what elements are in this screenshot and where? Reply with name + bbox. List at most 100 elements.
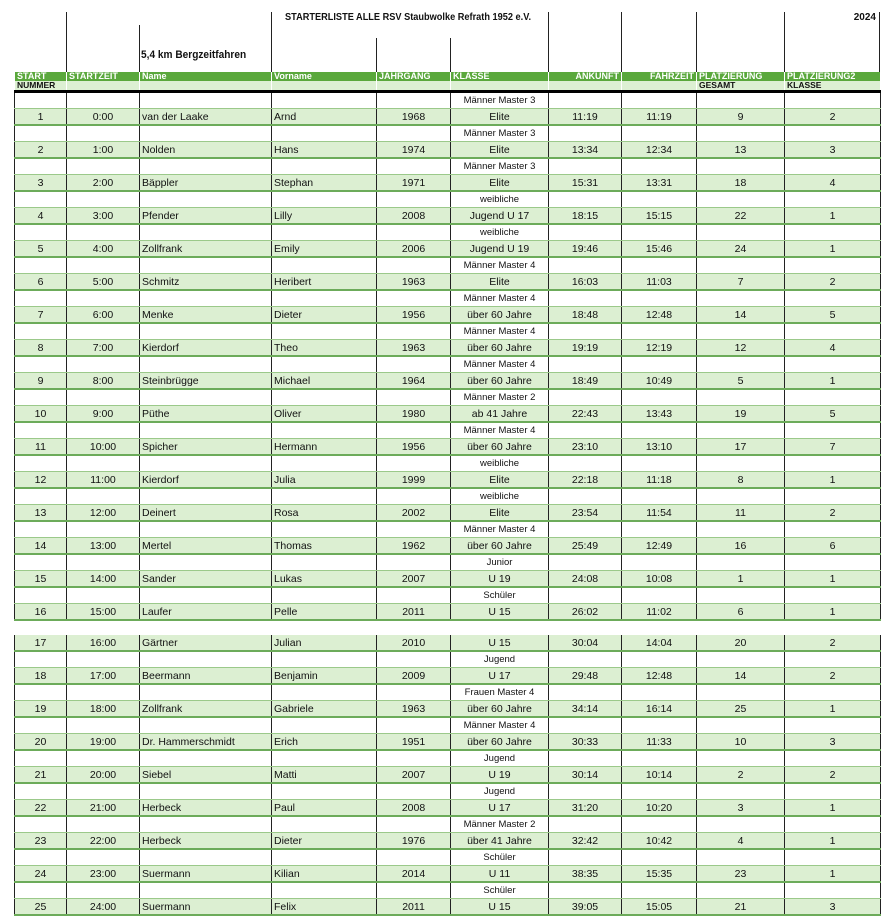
empty-cell [271, 290, 377, 307]
ride-time: 11:19 [621, 108, 697, 126]
class: U 19 [450, 766, 549, 784]
ride-time: 13:43 [621, 405, 697, 423]
column-header: Vorname [271, 72, 377, 81]
empty-cell [784, 389, 881, 406]
empty-cell [66, 125, 140, 142]
empty-cell [548, 521, 622, 538]
empty-cell [784, 158, 881, 175]
empty-cell [376, 191, 451, 208]
empty-cell [784, 455, 881, 472]
rider-row: 13 12:00 Deinert Rosa 2002 Elite 23:54 11:54 11 2 [14, 504, 881, 522]
class-group: Männer Master 2 [450, 389, 549, 406]
ride-time: 13:10 [621, 438, 697, 456]
empty-cell [376, 750, 451, 767]
rank-overall: 14 [696, 667, 785, 685]
class-row: weibliche [14, 224, 881, 241]
rank-overall: 20 [696, 635, 785, 652]
birth-year: 1999 [376, 471, 451, 489]
rider-row: 14 13:00 Mertel Thomas 1962 über 60 Jahre 25:4… [14, 537, 881, 555]
empty-cell [548, 125, 622, 142]
rank-overall: 18 [696, 174, 785, 192]
start-number: 11 [14, 438, 67, 456]
rank-class: 3 [784, 733, 881, 751]
empty-cell [548, 651, 622, 668]
empty-cell [271, 422, 377, 439]
start-time: 18:00 [66, 700, 140, 718]
class: Elite [450, 471, 549, 489]
class-group: Männer Master 3 [450, 158, 549, 175]
empty-cell [66, 717, 140, 734]
start-time: 13:00 [66, 537, 140, 555]
birth-year: 2009 [376, 667, 451, 685]
last-name: Nolden [139, 141, 272, 159]
column-header: PLATZIERUNG2 [784, 72, 881, 81]
arrival: 22:43 [548, 405, 622, 423]
birth-year: 2008 [376, 799, 451, 817]
rank-overall: 6 [696, 603, 785, 621]
start-number: 2 [14, 141, 67, 159]
empty-cell [66, 290, 140, 307]
empty-cell [66, 389, 140, 406]
empty-cell [271, 455, 377, 472]
rank-overall: 13 [696, 141, 785, 159]
empty-cell [66, 323, 140, 340]
empty-cell [14, 587, 67, 604]
empty-cell [621, 356, 697, 373]
empty-cell [621, 455, 697, 472]
rank-class: 5 [784, 405, 881, 423]
rank-class: 2 [784, 635, 881, 652]
empty-cell [376, 158, 451, 175]
column-header: Name [139, 72, 272, 81]
last-name: Kierdorf [139, 339, 272, 357]
class: U 15 [450, 635, 549, 652]
empty-cell [621, 750, 697, 767]
empty-cell [696, 816, 785, 833]
start-number: 15 [14, 570, 67, 588]
empty-cell [376, 455, 451, 472]
empty-cell [376, 521, 451, 538]
empty-cell [784, 224, 881, 241]
spacer-cell [15, 620, 67, 635]
first-name: Pelle [271, 603, 377, 621]
class-group: Männer Master 4 [450, 717, 549, 734]
class-row: Männer Master 4 [14, 422, 881, 439]
rider-row: 11 10:00 Spicher Hermann 1956 über 60 Jahre 23… [14, 438, 881, 456]
ride-time: 10:14 [621, 766, 697, 784]
column-header: KLASSE [450, 72, 549, 81]
birth-year: 1963 [376, 339, 451, 357]
start-time: 2:00 [66, 174, 140, 192]
class-row: Männer Master 4 [14, 290, 881, 307]
class: ab 41 Jahre [450, 405, 549, 423]
last-name: Herbeck [139, 799, 272, 817]
empty-cell [14, 882, 67, 899]
last-name: Sander [139, 570, 272, 588]
empty-cell [271, 587, 377, 604]
rank-overall: 11 [696, 504, 785, 522]
class-row: Jugend [14, 783, 881, 800]
empty-cell [621, 651, 697, 668]
class-row: Männer Master 3 [14, 158, 881, 175]
empty-cell [621, 323, 697, 340]
empty-cell [621, 389, 697, 406]
last-name: Suermann [139, 865, 272, 883]
class: über 60 Jahre [450, 537, 549, 555]
empty-cell [548, 290, 622, 307]
empty-cell [621, 849, 697, 866]
rank-overall: 14 [696, 306, 785, 324]
birth-year: 1963 [376, 273, 451, 291]
empty-cell [376, 882, 451, 899]
rank-overall: 1 [696, 570, 785, 588]
empty-cell [66, 224, 140, 241]
rank-class: 5 [784, 306, 881, 324]
empty-cell [621, 882, 697, 899]
empty-cell [271, 651, 377, 668]
empty-cell [66, 422, 140, 439]
first-name: Oliver [271, 405, 377, 423]
spacer-cell [377, 620, 451, 635]
class-group: Männer Master 4 [450, 290, 549, 307]
empty-cell [66, 488, 140, 505]
spacer-cell [549, 620, 622, 635]
class: Jugend U 19 [450, 240, 549, 258]
arrival: 15:31 [548, 174, 622, 192]
empty-cell [621, 587, 697, 604]
